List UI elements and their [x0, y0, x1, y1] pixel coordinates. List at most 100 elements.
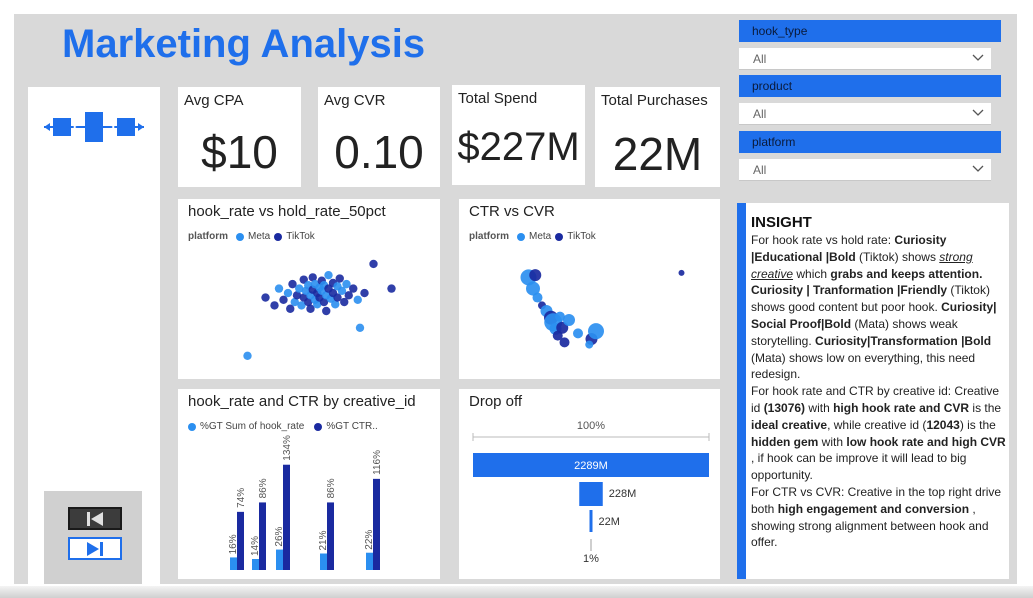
filter-hook-type-select[interactable]: All [739, 48, 991, 70]
insight-text-segment: , while creative id ( [827, 417, 927, 432]
legend-dot-hook [188, 422, 196, 431]
bar-hook-rate[interactable] [230, 557, 237, 570]
scatter-point-tiktok[interactable] [556, 321, 569, 334]
insight-text-segment: (Mata) shows weak storytelling. [751, 316, 958, 348]
scatter-point-meta[interactable] [295, 284, 304, 293]
scatter-point-meta[interactable] [324, 270, 333, 280]
scatter-point-meta[interactable] [331, 300, 340, 309]
bar-hook-rate[interactable] [276, 549, 283, 570]
scatter-point-tiktok[interactable] [678, 269, 685, 276]
scatter-point-tiktok[interactable] [288, 279, 297, 289]
skip-back-icon [87, 511, 103, 526]
funnel-stage-bar[interactable] [590, 539, 592, 551]
scatter-point-meta[interactable] [353, 295, 362, 304]
scatter-point-meta[interactable] [342, 279, 351, 289]
funnel-stage-bar[interactable] [579, 482, 603, 506]
scatter-point-tiktok[interactable] [369, 259, 378, 269]
legend-item-tiktok: TikTok [286, 231, 315, 242]
page-nav-box [44, 491, 142, 584]
insight-text-segment: grabs and keeps attention. [830, 266, 983, 281]
legend-item-meta: Meta [248, 231, 271, 242]
scatter-point-meta[interactable] [313, 300, 322, 309]
insight-text-segment: Curiosity |Educational |Bold [751, 233, 947, 264]
scatter-point-tiktok[interactable] [279, 295, 288, 304]
bar-ctr[interactable] [237, 511, 244, 570]
scatter-point-tiktok[interactable] [529, 269, 542, 282]
scatter-point-tiktok[interactable] [322, 306, 331, 316]
insight-panel: INSIGHT For hook rate vs hold rate: Curi… [737, 203, 1009, 579]
bar-ctr[interactable] [373, 478, 380, 570]
scatter-plot-hook-hold [243, 259, 396, 360]
scatter-point-tiktok[interactable] [349, 284, 358, 293]
scatter-point-tiktok[interactable] [344, 291, 353, 300]
scatter-point-meta[interactable] [297, 301, 306, 310]
scatter-point-meta[interactable] [290, 297, 299, 307]
funnel-stage-label: 228M [609, 488, 637, 500]
scatter-point-tiktok[interactable] [261, 293, 270, 302]
scatter-point-tiktok[interactable] [319, 297, 329, 307]
bar-hook-rate[interactable] [320, 553, 327, 571]
scatter-point-tiktok[interactable] [308, 273, 317, 282]
scatter-point-meta[interactable] [337, 286, 347, 296]
insight-paragraph-2: For hook rate and CTR by creative id: Cr… [751, 383, 1009, 484]
page-title: Marketing Analysis [62, 22, 426, 66]
bar-label-ctr: 86% [258, 478, 269, 498]
scatter-point-meta[interactable] [573, 328, 583, 339]
scatter-point-tiktok[interactable] [335, 274, 344, 283]
scatter-point-meta[interactable] [274, 284, 284, 293]
scatter-point-meta[interactable] [563, 313, 575, 326]
chevron-down-icon [972, 109, 984, 116]
filter-platform-select[interactable]: All [739, 159, 991, 181]
previous-page-button[interactable] [68, 507, 122, 530]
insight-text-segment: (Tiktok) shows [855, 249, 940, 264]
kpi-card-total-purchases: Total Purchases 22M [595, 87, 720, 187]
scatter-point-tiktok[interactable] [333, 293, 342, 302]
scatter-point-tiktok[interactable] [286, 304, 295, 313]
scatter-point-meta[interactable] [283, 288, 293, 298]
insight-title: INSIGHT [751, 214, 812, 231]
bar-ctr[interactable] [283, 464, 290, 570]
bar-label-hook: 16% [228, 534, 239, 554]
funnel-stage-label: 2289M [574, 460, 608, 472]
bar-label-ctr: 86% [326, 478, 337, 498]
bar-ctr[interactable] [327, 502, 334, 570]
funnel-stage-bar[interactable] [589, 510, 593, 532]
scatter-point-tiktok[interactable] [387, 284, 396, 293]
bar-label-hook: 22% [364, 530, 375, 550]
scatter-point-tiktok[interactable] [299, 275, 308, 284]
filter-product-select[interactable]: All [739, 103, 991, 125]
kpi-value: 22M [612, 128, 703, 180]
insight-paragraph-1: For hook rate vs hold rate: Curiosity |E… [751, 232, 1009, 383]
scatter-point-meta[interactable] [588, 323, 604, 340]
scatter-point-tiktok[interactable] [559, 337, 570, 348]
scatter-point-meta[interactable] [555, 311, 565, 322]
scatter-point-tiktok[interactable] [306, 304, 315, 313]
scatter-point-tiktok[interactable] [270, 301, 279, 310]
bar-label-hook: 26% [274, 526, 285, 546]
scatter-point-tiktok[interactable] [292, 291, 302, 300]
bar-ctr[interactable] [259, 502, 266, 570]
insight-text-segment: hidden gem [751, 434, 819, 449]
bar-label-ctr: 116% [372, 450, 383, 475]
scatter-point-meta[interactable] [532, 292, 543, 303]
kpi-card-avg-cpa: Avg CPA $10 [178, 87, 301, 187]
chart-ctr-vs-cvr: CTR vs CVR platform Meta TikTok [459, 199, 720, 379]
chart-hook-ctr-by-creative: hook_rate and CTR by creative_id %GT Sum… [178, 389, 440, 579]
legend-title: platform [469, 231, 509, 242]
scatter-point-meta[interactable] [355, 323, 365, 332]
bar-hook-rate[interactable] [252, 559, 259, 570]
chart-title: CTR vs CVR [469, 203, 555, 220]
insight-text-segment: is the [969, 400, 1002, 415]
scatter-point-tiktok[interactable] [340, 297, 349, 307]
insight-text-segment: For hook rate and CTR by creative id: Cr… [751, 384, 1000, 415]
bar-hook-rate[interactable] [366, 552, 373, 570]
scatter-point-tiktok[interactable] [360, 288, 369, 298]
funnel-stage-bar[interactable] [473, 453, 709, 477]
next-page-button[interactable] [68, 537, 122, 560]
insight-text-segment: ) is the [959, 417, 996, 432]
scatter-point-meta[interactable] [585, 340, 594, 349]
scatter-point-tiktok[interactable] [304, 297, 313, 307]
kpi-label: Avg CVR [324, 92, 386, 109]
scatter-point-meta[interactable] [526, 281, 540, 296]
scatter-point-meta[interactable] [243, 351, 252, 360]
